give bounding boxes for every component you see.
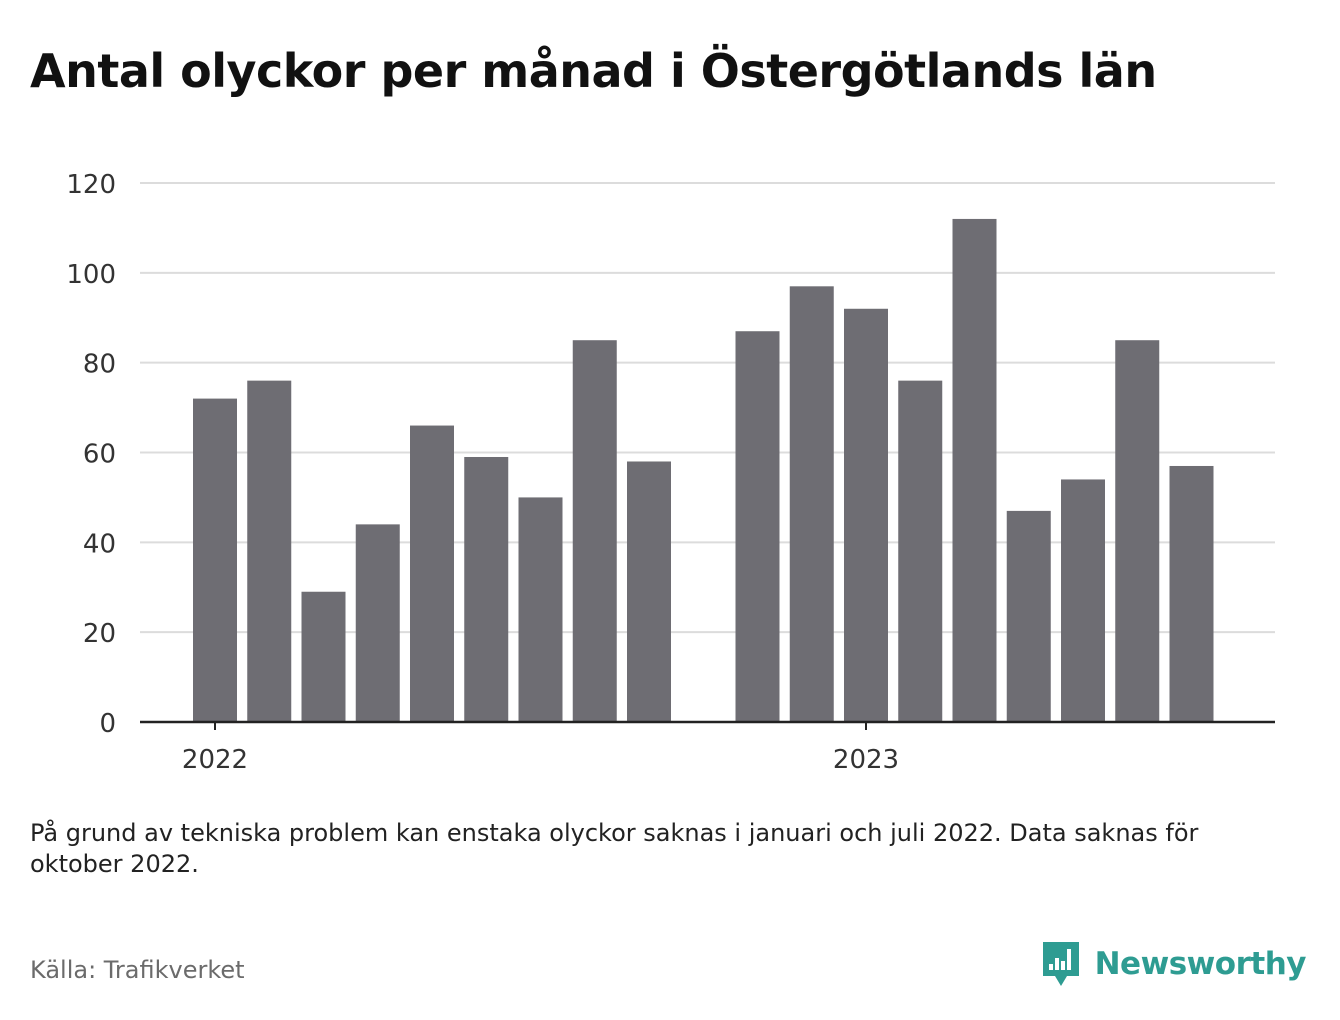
bar-2023-03 (952, 218, 997, 722)
bar-2022-05 (410, 425, 454, 722)
brand-name: Newsworthy (1094, 946, 1307, 982)
y-tick-label: 20 (83, 619, 116, 649)
y-axis-tick-labels: 0 20 40 60 80 100 120 (66, 170, 116, 739)
x-axis-tick-labels: 2022 2023 (182, 745, 899, 775)
bar-2023-05 (1061, 479, 1105, 722)
source-label: Källa: Trafikverket (30, 956, 245, 984)
y-tick-label: 120 (66, 170, 116, 200)
bar-2022-11 (735, 331, 780, 722)
y-tick-label: 40 (83, 529, 116, 559)
bar-2022-09 (627, 461, 671, 722)
y-tick-label: 0 (99, 709, 116, 739)
bar-2022-07 (518, 497, 563, 722)
x-tick-label: 2023 (833, 745, 899, 775)
bar-chart: 0 20 40 60 80 100 120 2022 2023 (66, 170, 1275, 775)
bar-2022-08 (572, 340, 617, 722)
bar-2023-06 (1115, 340, 1160, 722)
bar-2022-12 (789, 286, 834, 722)
bar-2023-04 (1006, 510, 1051, 722)
bar-2022-01 (193, 398, 237, 722)
bar-2022-03 (301, 591, 346, 722)
bar-2023-02 (898, 380, 943, 722)
y-tick-label: 100 (66, 260, 116, 290)
footnote: På grund av tekniska problem kan enstaka… (30, 819, 1199, 878)
y-tick-label: 80 (83, 350, 116, 380)
bar-2023-07 (1169, 465, 1214, 722)
bar-2022-02 (247, 380, 292, 722)
y-tick-label: 60 (83, 440, 116, 470)
bars (193, 218, 1214, 722)
bar-2023-01 (844, 308, 888, 722)
brand-logo[interactable]: Newsworthy (1041, 940, 1307, 988)
bar-2022-04 (355, 524, 400, 722)
bar-2022-06 (464, 456, 509, 722)
x-axis (140, 720, 1275, 730)
x-tick-label: 2022 (182, 745, 248, 775)
newsworthy-logo-icon (1042, 942, 1079, 986)
chart-title: Antal olyckor per månad i Östergötlands … (30, 44, 1157, 98)
